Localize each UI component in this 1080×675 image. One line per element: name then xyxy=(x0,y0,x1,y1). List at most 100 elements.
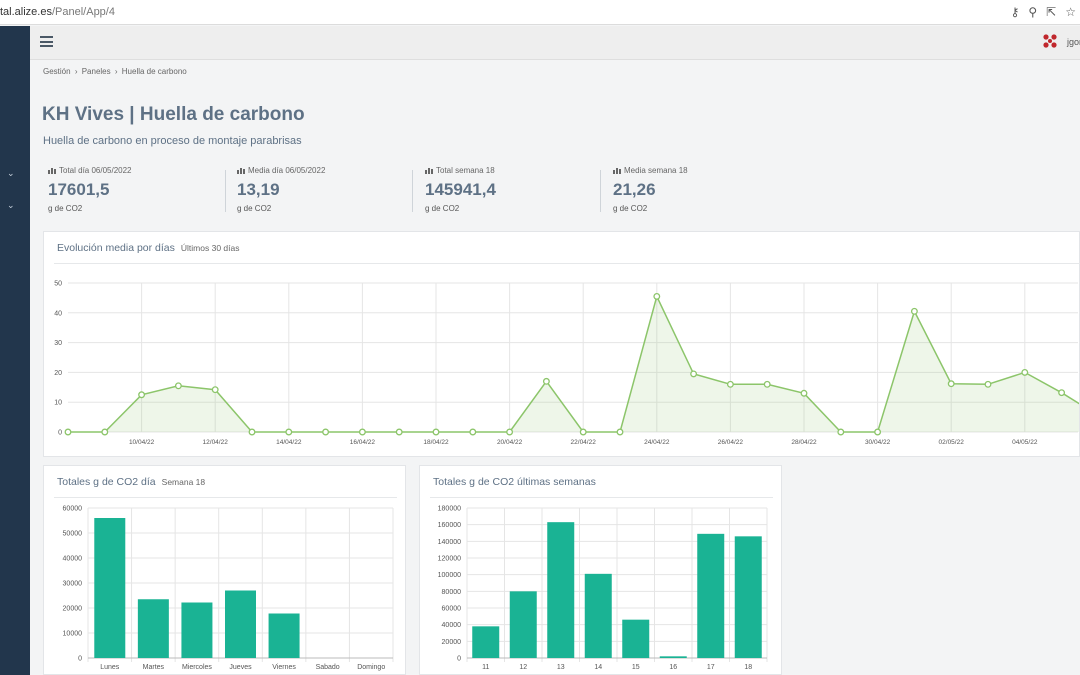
series-line xyxy=(68,294,1079,433)
page-title: KH Vives | Huella de carbono xyxy=(42,104,305,125)
data-point[interactable] xyxy=(690,370,698,378)
panel-title: Totales g de CO2 últimas semanas xyxy=(433,476,596,488)
zoom-icon[interactable]: ⚲ xyxy=(1028,5,1038,19)
company-logo-icon xyxy=(1043,34,1057,48)
data-point[interactable] xyxy=(395,428,403,436)
data-point[interactable] xyxy=(910,307,918,315)
address-bar[interactable]: tal.alize.es/Panel/App/4 xyxy=(0,6,115,18)
kpi-total-day: Total día 06/05/2022 17601,5 g de CO2 xyxy=(48,166,218,213)
kpi-label: Media día 06/05/2022 xyxy=(248,166,326,175)
data-point[interactable] xyxy=(579,428,587,436)
kpi-average-week: Media semana 18 21,26 g de CO2 xyxy=(613,166,783,213)
bar-chart-icon xyxy=(613,168,621,174)
data-point[interactable] xyxy=(763,380,771,388)
data-point[interactable] xyxy=(432,428,440,436)
star-icon[interactable]: ☆ xyxy=(1065,5,1076,19)
x-tick-label: 10/04/22 xyxy=(129,439,155,446)
y-tick-label: 50 xyxy=(54,281,62,288)
data-point[interactable] xyxy=(726,380,734,388)
kpi-unit: g de CO2 xyxy=(613,204,648,213)
user-name[interactable]: jgor xyxy=(1067,37,1080,47)
key-icon[interactable]: ⚷ xyxy=(1010,5,1020,19)
x-tick-label: 20/04/22 xyxy=(497,439,523,446)
x-tick-label: 14/04/22 xyxy=(276,439,302,446)
x-tick-label: 02/05/22 xyxy=(939,439,965,446)
data-point[interactable] xyxy=(138,391,146,399)
data-point[interactable] xyxy=(285,428,293,436)
kpi-label: Media semana 18 xyxy=(624,166,688,175)
bar-chart-icon xyxy=(425,168,433,174)
panel-title-text: Totales g de CO2 día xyxy=(57,476,156,488)
data-point[interactable] xyxy=(248,428,256,436)
data-point[interactable] xyxy=(358,428,366,436)
x-tick-label: 18/04/22 xyxy=(423,439,449,446)
breadcrumb: Gestión › Paneles › Huella de carbono xyxy=(43,67,189,76)
breadcrumb-current: Huella de carbono xyxy=(121,67,187,76)
data-point[interactable] xyxy=(874,428,882,436)
data-point[interactable] xyxy=(101,428,109,436)
y-tick-label: 30 xyxy=(54,340,62,347)
area-fill xyxy=(68,296,1079,432)
data-point[interactable] xyxy=(800,389,808,397)
data-point[interactable] xyxy=(1021,368,1029,376)
data-point[interactable] xyxy=(64,428,72,436)
chevron-down-icon[interactable]: ⌄ xyxy=(7,168,15,178)
panel-divider xyxy=(430,497,773,498)
y-tick-label: 40 xyxy=(54,310,62,317)
panel-title: Totales g de CO2 día Semana 18 xyxy=(57,476,205,488)
data-point[interactable] xyxy=(837,428,845,436)
y-tick-label: 20 xyxy=(54,370,62,377)
x-tick-label: 30/04/22 xyxy=(865,439,891,446)
data-point[interactable] xyxy=(322,428,330,436)
weekly-bar-panel: Totales g de CO2 últimas semanas xyxy=(419,465,782,675)
line-chart-panel: Evolución media por días Últimos 30 días xyxy=(43,231,1080,457)
breadcrumb-separator: › xyxy=(74,67,78,76)
data-point[interactable] xyxy=(1058,389,1066,397)
kpi-value: 21,26 xyxy=(613,180,656,199)
kpi-value: 145941,4 xyxy=(425,180,496,199)
breadcrumb-gestion[interactable]: Gestión xyxy=(43,67,71,76)
data-point[interactable] xyxy=(174,382,182,390)
kpi-value: 17601,5 xyxy=(48,180,110,199)
data-point[interactable] xyxy=(469,428,477,436)
share-icon[interactable]: ⇱ xyxy=(1046,5,1057,19)
data-point[interactable] xyxy=(947,380,955,388)
kpi-divider xyxy=(600,170,601,212)
breadcrumb-paneles[interactable]: Paneles xyxy=(81,67,111,76)
panel-title-text: Totales g de CO2 últimas semanas xyxy=(433,476,596,488)
panel-subtitle: Semana 18 xyxy=(161,477,206,487)
x-tick-label: 26/04/22 xyxy=(718,439,744,446)
x-tick-label: 16/04/22 xyxy=(350,439,376,446)
x-tick-label: 22/04/22 xyxy=(571,439,597,446)
sidebar: ⌄ ⌄ xyxy=(0,26,30,675)
url-host: tal.alize.es xyxy=(0,6,52,18)
bar-chart-icon xyxy=(48,168,56,174)
daily-bar-panel: Totales g de CO2 día Semana 18 xyxy=(43,465,406,675)
kpi-label: Total semana 18 xyxy=(436,166,495,175)
data-point[interactable] xyxy=(984,380,992,388)
kpi-unit: g de CO2 xyxy=(425,204,460,213)
panel-title-text: Evolución media por días xyxy=(57,242,175,254)
data-point[interactable] xyxy=(653,292,661,300)
bar-chart-icon xyxy=(237,168,245,174)
menu-icon[interactable] xyxy=(40,36,53,47)
panel-subtitle: Últimos 30 días xyxy=(180,243,240,253)
kpi-average-day: Media día 06/05/2022 13,19 g de CO2 xyxy=(237,166,407,213)
data-point[interactable] xyxy=(616,428,624,436)
panel-title: Evolución media por días Últimos 30 días xyxy=(57,242,240,254)
data-point[interactable] xyxy=(211,386,219,394)
kpi-divider xyxy=(225,170,226,212)
kpi-value: 13,19 xyxy=(237,180,280,199)
data-point[interactable] xyxy=(542,377,550,385)
page-subtitle: Huella de carbono en proceso de montaje … xyxy=(43,135,302,147)
line-chart-plot: 0 10 20 30 40 50 10/04/22 12/04/22 14/04/22 16/04… xyxy=(54,281,1079,446)
y-tick-label: 10 xyxy=(54,400,62,407)
kpi-label: Total día 06/05/2022 xyxy=(59,166,132,175)
data-point[interactable] xyxy=(506,428,514,436)
kpi-unit: g de CO2 xyxy=(48,204,83,213)
chevron-down-icon[interactable]: ⌄ xyxy=(7,200,15,210)
panel-divider xyxy=(54,263,1080,264)
panel-divider xyxy=(54,497,397,498)
x-tick-label: 12/04/22 xyxy=(203,439,229,446)
